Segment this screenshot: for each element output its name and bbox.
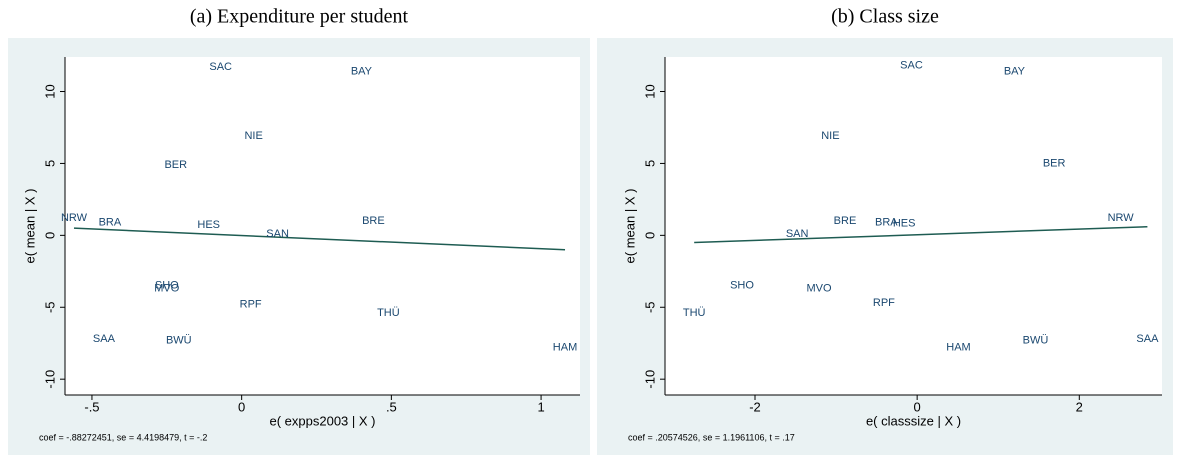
y-tick-label: 10 xyxy=(42,84,57,98)
y-tick-label: 0 xyxy=(42,232,57,239)
y-tick-label: -5 xyxy=(642,301,657,313)
y-axis-title: e( mean | X ) xyxy=(22,189,37,264)
point-label: NRW xyxy=(61,212,88,224)
plot-area xyxy=(65,57,580,395)
note: coef = .20574526, se = 1.1961106, t = .1… xyxy=(628,432,795,442)
point-label: SAN xyxy=(266,228,289,240)
point-label: MVO xyxy=(807,282,833,294)
point-label: THÜ xyxy=(683,307,706,319)
point-label: BRA xyxy=(99,216,122,228)
x-axis-title: e( classsize | X ) xyxy=(866,413,961,428)
point-label: HES xyxy=(893,218,916,230)
point-label: SAA xyxy=(93,333,116,345)
point-label: BRE xyxy=(834,215,857,227)
x-tick-label: 2 xyxy=(1076,399,1083,414)
y-tick-label: 0 xyxy=(642,232,657,239)
point-label: SAC xyxy=(209,61,232,73)
y-tick-label: 5 xyxy=(642,160,657,167)
x-tick-label: .5 xyxy=(386,399,397,414)
y-tick-label: -5 xyxy=(42,301,57,313)
point-label: SAN xyxy=(786,228,809,240)
point-label: BAY xyxy=(1004,65,1026,77)
point-label: SAA xyxy=(1136,333,1159,345)
point-label: RPF xyxy=(240,298,262,310)
y-tick-label: 5 xyxy=(42,160,57,167)
y-axis-title: e( mean | X ) xyxy=(622,189,637,264)
fit-line xyxy=(694,225,1148,244)
point-label: BRE xyxy=(362,215,385,227)
fit-line xyxy=(73,227,566,251)
y-tick-label: -10 xyxy=(642,370,657,389)
point-label: BWÜ xyxy=(1023,334,1049,346)
point-label: SHO xyxy=(730,280,754,292)
point-label: NIE xyxy=(244,130,262,142)
x-tick-label: -2 xyxy=(749,399,761,414)
point-label: SAC xyxy=(900,60,923,72)
point-label: BRA xyxy=(875,216,898,228)
point-label: MVO xyxy=(154,282,180,294)
note: coef = -.88272451, se = 4.4198479, t = -… xyxy=(39,432,207,442)
x-axis-title: e( expps2003 | X ) xyxy=(270,413,376,428)
point-label: BER xyxy=(1043,157,1066,169)
point-label: NIE xyxy=(821,130,839,142)
point-label: HES xyxy=(197,219,220,231)
plot-area xyxy=(665,57,1162,395)
point-label: HAM xyxy=(946,341,970,353)
panel-title: (a) Expenditure per student xyxy=(190,6,409,28)
point-label: HAM xyxy=(553,341,577,353)
panel-title: (b) Class size xyxy=(831,6,939,28)
point-label: BWÜ xyxy=(166,334,192,346)
x-tick-label: 0 xyxy=(238,399,245,414)
x-tick-label: 0 xyxy=(914,399,921,414)
point-label: RPF xyxy=(873,297,895,309)
point-label: THÜ xyxy=(377,307,400,319)
point-label: NRW xyxy=(1108,212,1135,224)
y-tick-label: 10 xyxy=(642,84,657,98)
x-tick-label: -.5 xyxy=(84,399,99,414)
y-tick-label: -10 xyxy=(42,370,57,389)
point-label: SHO xyxy=(155,280,179,292)
x-tick-label: 1 xyxy=(537,399,544,414)
point-label: BER xyxy=(164,159,187,171)
point-label: BAY xyxy=(351,65,373,77)
